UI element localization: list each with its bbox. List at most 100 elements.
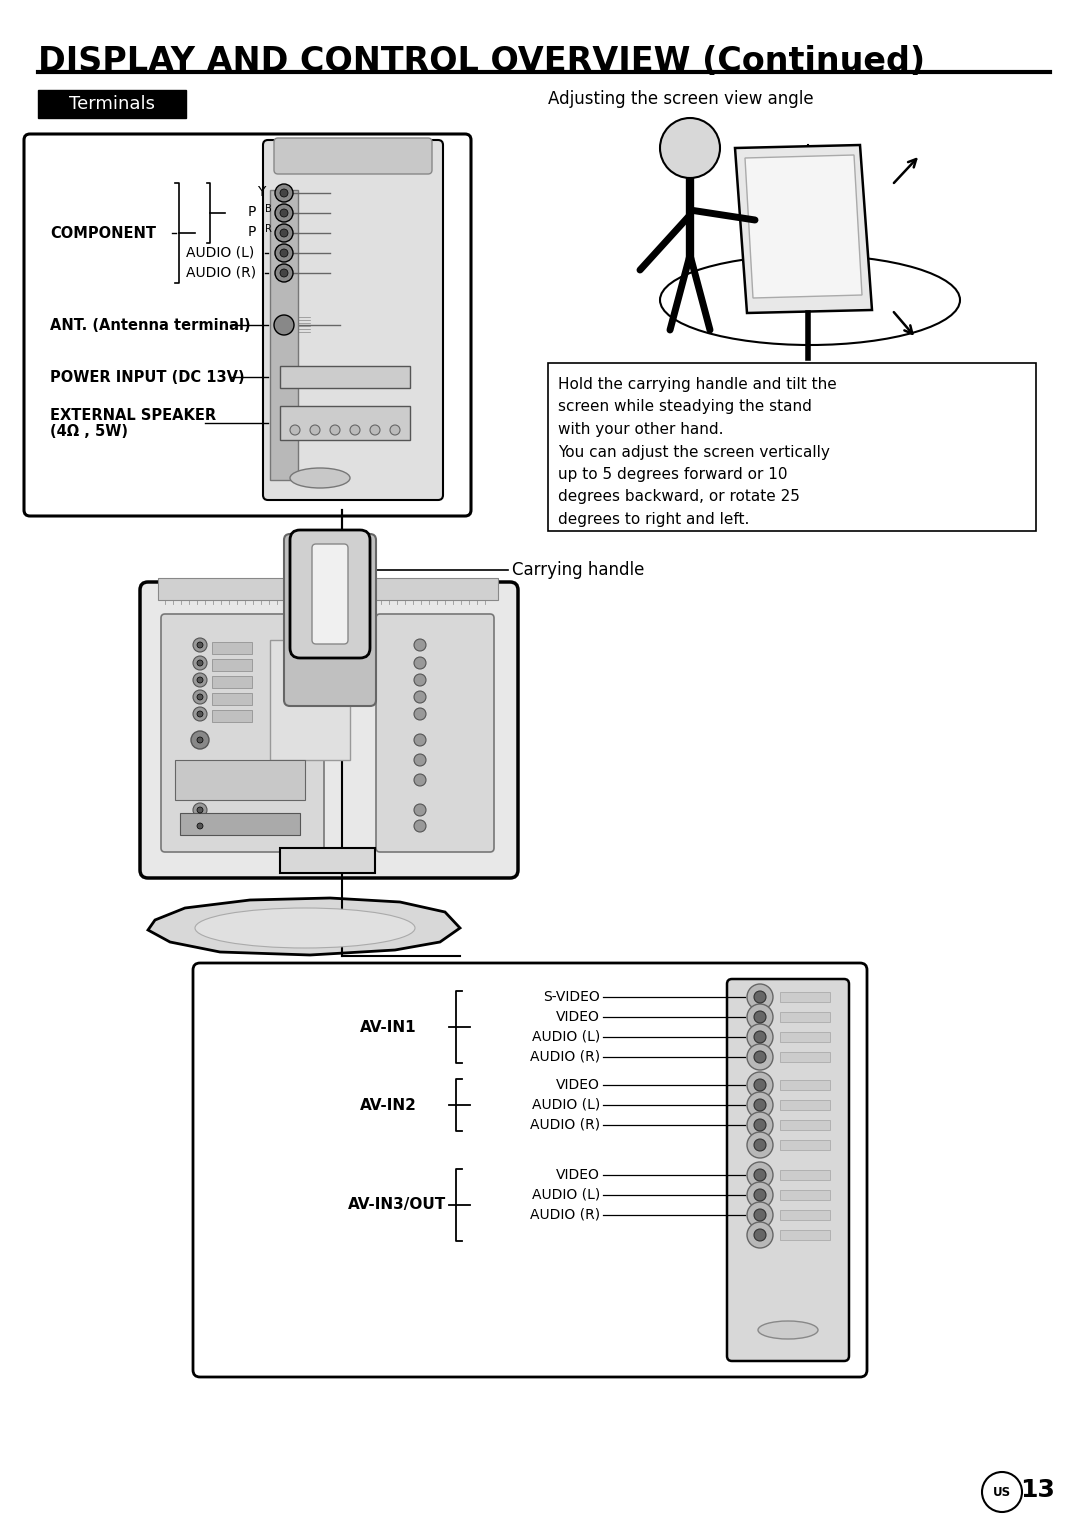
Bar — [180, 813, 300, 834]
Bar — [780, 1140, 831, 1150]
Ellipse shape — [195, 908, 415, 948]
FancyBboxPatch shape — [274, 138, 432, 173]
FancyBboxPatch shape — [140, 581, 518, 877]
Circle shape — [197, 643, 203, 647]
Circle shape — [747, 983, 773, 1009]
FancyBboxPatch shape — [727, 979, 849, 1361]
Circle shape — [291, 425, 300, 436]
Circle shape — [754, 1031, 766, 1043]
Bar — [780, 1120, 831, 1131]
Bar — [780, 1080, 831, 1091]
Circle shape — [197, 660, 203, 666]
Circle shape — [747, 1203, 773, 1229]
Circle shape — [280, 268, 288, 278]
Circle shape — [754, 1118, 766, 1131]
Circle shape — [747, 1183, 773, 1207]
Circle shape — [310, 425, 320, 436]
Circle shape — [197, 710, 203, 716]
Text: P: P — [247, 225, 256, 239]
Text: with your other hand.: with your other hand. — [558, 422, 724, 437]
Circle shape — [275, 264, 293, 282]
Text: AUDIO (L): AUDIO (L) — [531, 1187, 600, 1203]
Circle shape — [747, 1072, 773, 1098]
Text: Adjusting the screen view angle: Adjusting the screen view angle — [548, 91, 813, 107]
Bar — [212, 710, 252, 723]
Text: AUDIO (R): AUDIO (R) — [530, 1049, 600, 1065]
Circle shape — [390, 425, 400, 436]
Circle shape — [747, 1045, 773, 1071]
Text: AUDIO (R): AUDIO (R) — [530, 1207, 600, 1223]
Circle shape — [197, 693, 203, 700]
Circle shape — [414, 804, 426, 816]
Text: AUDIO (L): AUDIO (L) — [531, 1029, 600, 1045]
Text: Hold the carrying handle and tilt the: Hold the carrying handle and tilt the — [558, 377, 837, 393]
Bar — [780, 1012, 831, 1022]
Circle shape — [280, 209, 288, 216]
Circle shape — [414, 755, 426, 765]
Circle shape — [414, 709, 426, 719]
Bar — [780, 1052, 831, 1062]
Polygon shape — [745, 155, 862, 298]
Text: VIDEO: VIDEO — [556, 1167, 600, 1183]
Circle shape — [747, 1092, 773, 1118]
Text: screen while steadying the stand: screen while steadying the stand — [558, 399, 812, 414]
Bar — [212, 643, 252, 653]
Circle shape — [280, 189, 288, 196]
Circle shape — [747, 1112, 773, 1138]
Circle shape — [193, 819, 207, 833]
Text: S-VIDEO: S-VIDEO — [543, 989, 600, 1003]
Circle shape — [414, 657, 426, 669]
Text: COMPONENT: COMPONENT — [50, 225, 156, 241]
Text: VIDEO: VIDEO — [556, 1078, 600, 1092]
Text: up to 5 degrees forward or 10: up to 5 degrees forward or 10 — [558, 466, 787, 482]
Circle shape — [660, 118, 720, 178]
Text: P: P — [247, 206, 256, 219]
Circle shape — [193, 657, 207, 670]
Circle shape — [982, 1473, 1022, 1513]
Text: AUDIO (L): AUDIO (L) — [531, 1098, 600, 1112]
Circle shape — [193, 802, 207, 818]
Bar — [780, 1190, 831, 1200]
Circle shape — [754, 1011, 766, 1023]
Bar — [38, 91, 186, 118]
Bar — [212, 660, 252, 670]
Text: Y: Y — [257, 186, 265, 199]
Polygon shape — [735, 146, 872, 313]
Circle shape — [414, 690, 426, 703]
Circle shape — [274, 314, 294, 334]
FancyBboxPatch shape — [284, 534, 376, 706]
Circle shape — [275, 224, 293, 242]
Circle shape — [280, 249, 288, 258]
Circle shape — [754, 1189, 766, 1201]
Circle shape — [754, 1229, 766, 1241]
Text: AUDIO (R): AUDIO (R) — [186, 265, 256, 281]
Circle shape — [747, 1132, 773, 1158]
Text: ANT. (Antenna terminal): ANT. (Antenna terminal) — [50, 318, 251, 333]
Text: R: R — [265, 224, 272, 235]
Circle shape — [197, 676, 203, 683]
Circle shape — [191, 732, 210, 749]
Text: degrees backward, or rotate 25: degrees backward, or rotate 25 — [558, 489, 800, 505]
FancyBboxPatch shape — [264, 140, 443, 500]
Bar — [270, 190, 298, 480]
FancyArrowPatch shape — [894, 160, 916, 183]
FancyBboxPatch shape — [291, 531, 370, 658]
Bar — [270, 640, 350, 759]
Bar — [780, 1032, 831, 1042]
Bar — [280, 367, 410, 388]
Circle shape — [275, 204, 293, 222]
Circle shape — [197, 736, 203, 742]
Text: Terminals: Terminals — [69, 95, 156, 114]
Bar — [212, 693, 252, 706]
FancyBboxPatch shape — [376, 614, 494, 851]
Bar — [280, 407, 410, 440]
Circle shape — [414, 673, 426, 686]
Bar — [780, 1210, 831, 1220]
Text: US: US — [993, 1485, 1011, 1499]
FancyBboxPatch shape — [161, 614, 324, 851]
Circle shape — [193, 638, 207, 652]
FancyBboxPatch shape — [312, 545, 348, 644]
Circle shape — [193, 673, 207, 687]
Bar — [780, 992, 831, 1002]
Circle shape — [193, 733, 207, 747]
